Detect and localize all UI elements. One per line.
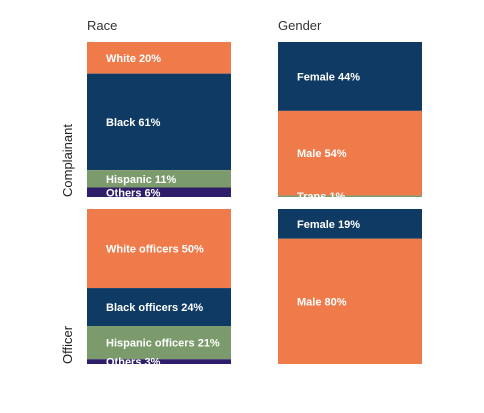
bar-segment-white-20 [87,42,231,74]
data-label-black-61: Black 61% [106,117,161,129]
chart-panels: White 20% Black 61% Hispanic 11%Others 6% F… [87,42,422,369]
bar-segment-trans-1 [278,195,422,197]
bar-segment-male-80 [278,238,422,364]
data-label-others-3: Others 3% [106,357,161,369]
column-title-gender: Gender [278,18,322,33]
column-title-race: Race [87,18,117,33]
bar-segment-black-61 [87,73,231,171]
bar-segment-hispanic-11 [87,170,231,188]
bar-segment-white-officers-50 [87,209,231,289]
data-label-trans-1: Trans 1% [297,191,346,203]
bar-segment-male-54 [278,110,422,196]
panel-officer-race: White officers 50% Black officers 24% Hisp… [87,209,231,369]
data-label-white-20: White 20% [106,53,161,65]
panel-complainant-race: White 20% Black 61% Hispanic 11%Others 6% [87,42,231,199]
data-label-hispanic-officers-21: Hispanic officers 21% [106,338,220,350]
chart-titles: Race Gender Complainant Officer [60,18,322,364]
bar-segment-black-officers-24 [87,288,231,327]
data-label-white-officers-50: White officers 50% [106,244,204,256]
bar-segment-female-44 [278,42,422,111]
data-label-male-54: Male 54% [297,148,347,160]
data-label-female-19: Female 19% [297,219,360,231]
bar-segment-hispanic-officers-21 [87,326,231,360]
panel-complainant-gender: Female 44% Male 54% Trans 1% [278,42,422,203]
data-label-female-44: Female 44% [297,71,360,83]
bar-segment-female-19 [278,209,422,239]
data-label-male-80: Male 80% [297,296,347,308]
data-label-black-officers-24: Black officers 24% [106,302,203,314]
panel-officer-gender: Female 19% Male 80% [278,209,422,364]
data-label-hispanic-11: Hispanic 11% [106,174,177,186]
row-title-officer: Officer [60,325,75,364]
bar-segment-others-3 [87,359,231,364]
bar-segment-others-6 [87,187,231,197]
data-label-others-6: Others 6% [106,187,161,199]
row-title-complainant: Complainant [60,124,75,197]
